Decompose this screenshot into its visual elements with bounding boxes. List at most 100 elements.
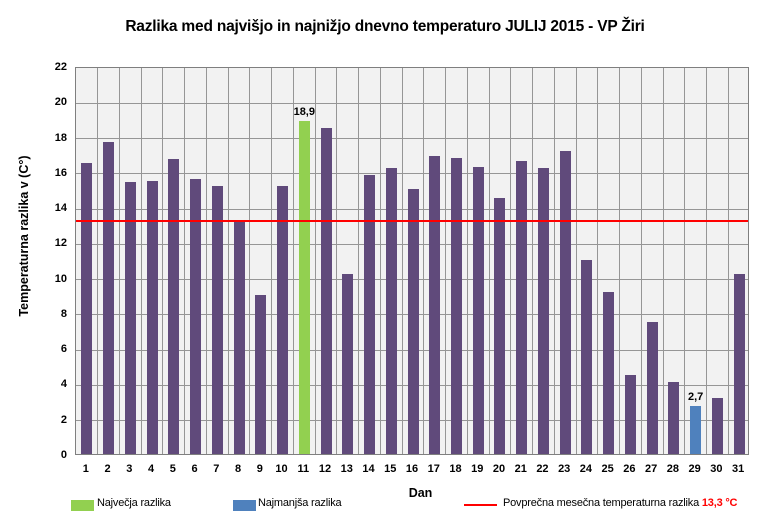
x-tick-label: 31 <box>732 463 745 475</box>
bar-day-23 <box>559 150 571 454</box>
x-tick-label: 19 <box>471 463 484 475</box>
bar-day-15 <box>385 168 397 454</box>
bar-day-25 <box>603 291 615 454</box>
y-tick-label: 6 <box>60 343 67 356</box>
x-tick-label: 29 <box>688 463 701 475</box>
y-tick-label: 2 <box>60 413 67 426</box>
gridline-vertical <box>118 68 120 454</box>
x-tick-label: 14 <box>362 463 375 475</box>
bar-day-8 <box>233 221 245 454</box>
bar-day-30 <box>711 397 723 454</box>
x-tick-label: 22 <box>536 463 549 475</box>
bar-day-14 <box>364 175 376 454</box>
bar-day-12 <box>320 127 332 454</box>
x-tick-label: 4 <box>148 463 155 475</box>
gridline-vertical <box>358 68 360 454</box>
x-tick-label: 23 <box>558 463 571 475</box>
gridline-vertical <box>162 68 164 454</box>
gridline-vertical <box>314 68 316 454</box>
gridline-vertical <box>140 68 142 454</box>
x-tick-label: 15 <box>384 463 397 475</box>
gridline-vertical <box>466 68 468 454</box>
gridline-vertical <box>401 68 403 454</box>
gridline-horizontal <box>76 138 748 140</box>
bar-day-21 <box>516 161 528 454</box>
gridline-vertical <box>423 68 425 454</box>
gridline-vertical <box>292 68 294 454</box>
bar-day-11 <box>298 120 310 454</box>
gridline-vertical <box>336 68 338 454</box>
x-tick-label: 27 <box>645 463 658 475</box>
gridline-vertical <box>619 68 621 454</box>
bar-day-1 <box>81 163 93 454</box>
y-tick-label: 12 <box>54 237 67 250</box>
x-tick-label: 18 <box>449 463 462 475</box>
bar-day-5 <box>168 159 180 454</box>
y-axis-title: Temperaturna razlika v (C°) <box>17 155 31 317</box>
bar-day-31 <box>733 274 745 454</box>
gridline-vertical <box>249 68 251 454</box>
legend-average-value: 13,3 °C <box>701 497 738 509</box>
x-tick-label: 9 <box>256 463 263 475</box>
x-tick-label: 21 <box>514 463 527 475</box>
bar-day-3 <box>124 182 136 454</box>
x-tick-label: 11 <box>297 463 310 475</box>
x-tick-label: 7 <box>213 463 220 475</box>
gridline-vertical <box>706 68 708 454</box>
x-tick-label: 30 <box>710 463 723 475</box>
bar-day-29 <box>690 406 702 454</box>
x-tick-label: 8 <box>235 463 242 475</box>
bar-day-10 <box>277 185 289 454</box>
gridline-vertical <box>227 68 229 454</box>
x-axis-title: Dan <box>408 486 433 500</box>
average-line <box>76 220 748 223</box>
legend-label-max: Največja razlika <box>97 497 171 509</box>
bar-day-19 <box>472 166 484 454</box>
legend-swatch-max <box>71 500 94 511</box>
plot-area: 18,9 2,7 <box>75 67 749 455</box>
bar-day-13 <box>342 274 354 454</box>
x-tick-label: 17 <box>427 463 440 475</box>
bar-day-24 <box>581 260 593 454</box>
x-tick-label: 24 <box>579 463 593 475</box>
x-tick-label: 12 <box>318 463 332 475</box>
min-bar-label: 2,7 <box>687 391 704 404</box>
gridline-vertical <box>597 68 599 454</box>
gridline-horizontal <box>76 173 748 175</box>
legend-label-min: Najmanjša razlika <box>258 497 342 509</box>
bar-day-18 <box>450 157 462 454</box>
x-tick-label: 5 <box>169 463 176 475</box>
x-tick-label: 10 <box>275 463 288 475</box>
gridline-vertical <box>97 68 99 454</box>
bar-day-26 <box>624 374 636 454</box>
gridline-vertical <box>532 68 534 454</box>
y-tick-label: 10 <box>54 272 67 285</box>
bar-day-17 <box>429 155 441 454</box>
bar-day-27 <box>646 321 658 454</box>
bar-day-4 <box>146 180 158 454</box>
x-tick-label: 16 <box>405 463 419 475</box>
gridline-vertical <box>379 68 381 454</box>
bar-day-16 <box>407 189 419 454</box>
gridline-vertical <box>553 68 555 454</box>
y-tick-label: 14 <box>54 202 67 215</box>
gridline-vertical <box>727 68 729 454</box>
y-tick-label: 18 <box>54 131 67 144</box>
x-tick-label: 25 <box>601 463 614 475</box>
gridline-vertical <box>184 68 186 454</box>
x-tick-label: 26 <box>623 463 636 475</box>
y-tick-label: 4 <box>60 378 67 391</box>
y-tick-label: 20 <box>54 96 67 109</box>
gridline-vertical <box>445 68 447 454</box>
x-tick-label: 1 <box>82 463 89 475</box>
legend-average-line-sample <box>464 504 497 506</box>
bar-day-2 <box>103 141 115 454</box>
legend-swatch-min <box>233 500 256 511</box>
gridline-vertical <box>271 68 273 454</box>
x-tick-label: 6 <box>191 463 198 475</box>
x-tick-label: 2 <box>104 463 111 475</box>
x-tick-label: 20 <box>492 463 506 475</box>
gridline-vertical <box>510 68 512 454</box>
x-tick-label: 13 <box>340 463 353 475</box>
